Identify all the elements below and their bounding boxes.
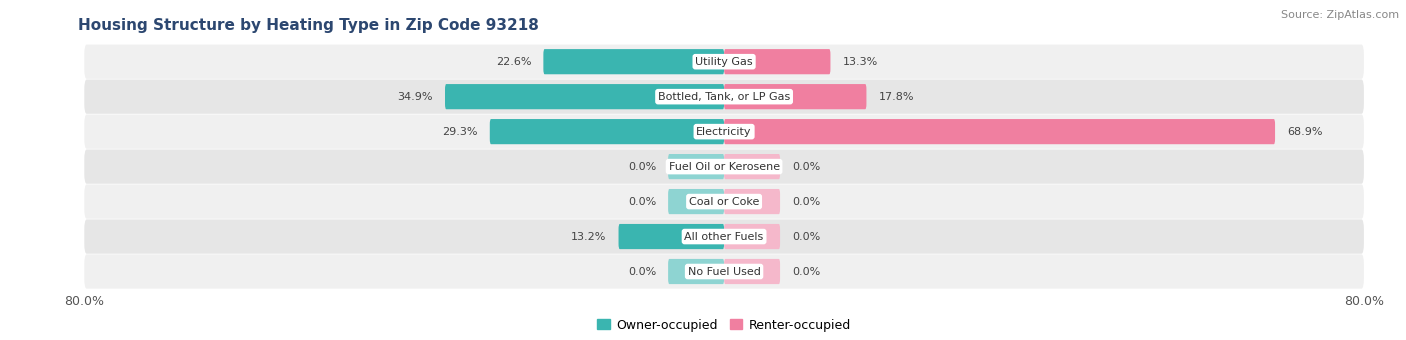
FancyBboxPatch shape (724, 189, 780, 214)
Text: 0.0%: 0.0% (792, 197, 820, 207)
Text: 17.8%: 17.8% (879, 92, 914, 102)
Text: 0.0%: 0.0% (792, 232, 820, 241)
Text: Source: ZipAtlas.com: Source: ZipAtlas.com (1281, 10, 1399, 20)
FancyBboxPatch shape (619, 224, 724, 249)
FancyBboxPatch shape (84, 254, 1364, 289)
FancyBboxPatch shape (446, 84, 724, 109)
FancyBboxPatch shape (724, 259, 780, 284)
Text: Electricity: Electricity (696, 126, 752, 137)
FancyBboxPatch shape (84, 45, 1364, 79)
Text: 0.0%: 0.0% (628, 267, 657, 276)
FancyBboxPatch shape (668, 259, 724, 284)
FancyBboxPatch shape (724, 49, 831, 74)
Text: 0.0%: 0.0% (792, 162, 820, 172)
FancyBboxPatch shape (724, 119, 1275, 144)
FancyBboxPatch shape (84, 80, 1364, 114)
Text: Fuel Oil or Kerosene: Fuel Oil or Kerosene (668, 162, 780, 172)
Text: Bottled, Tank, or LP Gas: Bottled, Tank, or LP Gas (658, 92, 790, 102)
Text: 13.3%: 13.3% (842, 57, 877, 67)
Text: 22.6%: 22.6% (496, 57, 531, 67)
FancyBboxPatch shape (668, 189, 724, 214)
Text: 29.3%: 29.3% (443, 126, 478, 137)
Text: 68.9%: 68.9% (1286, 126, 1323, 137)
Text: Coal or Coke: Coal or Coke (689, 197, 759, 207)
FancyBboxPatch shape (668, 154, 724, 179)
Text: Housing Structure by Heating Type in Zip Code 93218: Housing Structure by Heating Type in Zip… (77, 18, 538, 33)
Text: No Fuel Used: No Fuel Used (688, 267, 761, 276)
Text: 0.0%: 0.0% (628, 162, 657, 172)
Text: 0.0%: 0.0% (792, 267, 820, 276)
FancyBboxPatch shape (84, 219, 1364, 254)
FancyBboxPatch shape (724, 84, 866, 109)
Text: 13.2%: 13.2% (571, 232, 606, 241)
FancyBboxPatch shape (489, 119, 724, 144)
Text: 0.0%: 0.0% (628, 197, 657, 207)
FancyBboxPatch shape (724, 224, 780, 249)
FancyBboxPatch shape (84, 184, 1364, 219)
Legend: Owner-occupied, Renter-occupied: Owner-occupied, Renter-occupied (592, 313, 856, 337)
Text: All other Fuels: All other Fuels (685, 232, 763, 241)
Text: Utility Gas: Utility Gas (696, 57, 752, 67)
FancyBboxPatch shape (543, 49, 724, 74)
FancyBboxPatch shape (84, 115, 1364, 149)
FancyBboxPatch shape (84, 150, 1364, 184)
Text: 34.9%: 34.9% (398, 92, 433, 102)
FancyBboxPatch shape (724, 154, 780, 179)
